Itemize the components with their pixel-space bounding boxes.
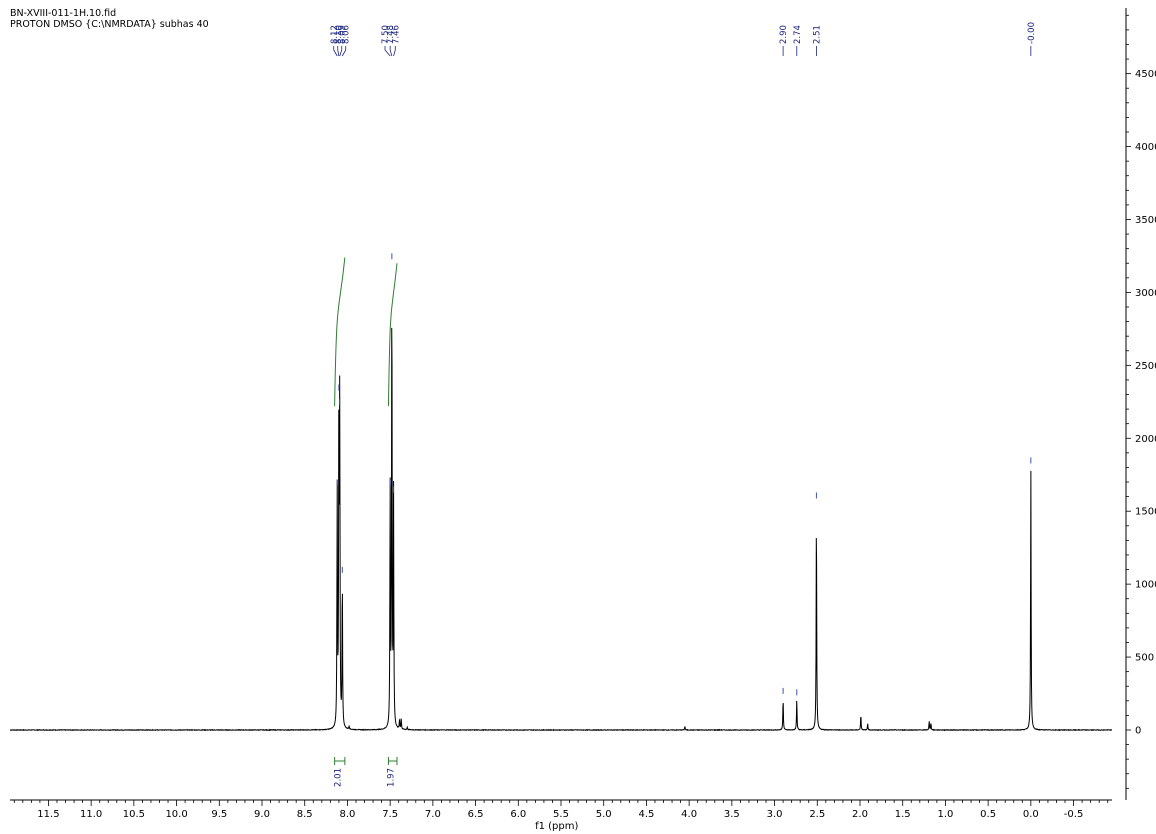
peak-label-leader: [389, 46, 393, 57]
x-tick-label: 6.0: [510, 809, 526, 820]
peak-label: 7.46: [391, 25, 401, 44]
x-tick-label: 0.5: [980, 809, 996, 820]
peak-label: 2.51: [812, 25, 822, 44]
x-tick-label: 0.0: [1023, 809, 1039, 820]
integral-curve: [334, 257, 346, 407]
peak-label-leader: [339, 46, 343, 57]
peak-label-leader: [337, 46, 340, 57]
experiment-info: PROTON DMSO {C:\NMRDATA} subhas 40: [10, 19, 209, 30]
peak-label: 8.06: [342, 25, 352, 44]
peak-label: 7.50: [381, 25, 391, 44]
y-tick-label: 1500: [1135, 507, 1156, 518]
x-tick-label: 11.5: [37, 809, 59, 820]
file-name: BN-XVIII-011-1H.10.fid: [10, 8, 117, 19]
peak-label: 8.10: [334, 25, 344, 44]
x-tick-label: 5.5: [553, 809, 569, 820]
x-tick-label: 7.0: [425, 809, 441, 820]
x-tick-label: 3.0: [767, 809, 783, 820]
x-tick-label: 9.0: [254, 809, 270, 820]
x-tick-label: 10.5: [123, 809, 145, 820]
peak-label-leader: [341, 46, 347, 57]
peak-label-leader: [384, 46, 391, 57]
y-tick-label: 4500: [1135, 69, 1156, 80]
y-tick-label: 500: [1135, 653, 1154, 664]
y-axis: 0 500 1000 1500 2000 2500 3000 3500 4000 4500: [1125, 8, 1156, 800]
y-tick-label: 3500: [1135, 215, 1156, 226]
peak-label: -0.00: [1027, 22, 1037, 44]
x-tick-label: 4.5: [638, 809, 654, 820]
x-tick-label: 5.0: [596, 809, 612, 820]
integration-layer: 2.01 1.97: [334, 257, 398, 787]
x-tick-label: -0.5: [1064, 809, 1084, 820]
spectrum-header: BN-XVIII-011-1H.10.fid PROTON DMSO {C:\N…: [10, 8, 209, 30]
y-tick-label: 1000: [1135, 580, 1156, 591]
x-tick-label: 10.0: [165, 809, 187, 820]
y-tick-label: 3000: [1135, 288, 1156, 299]
spectrum-trace: [9, 327, 1113, 732]
x-tick-label: 1.0: [937, 809, 953, 820]
integral-curve: [387, 263, 398, 407]
x-tick-label: 7.5: [382, 809, 398, 820]
x-tick-label: 2.5: [809, 809, 825, 820]
peak-label: 2.74: [793, 25, 803, 44]
peak-label: 8.09: [338, 25, 348, 44]
peak-label: 2.90: [779, 25, 789, 44]
peak-label-leader: [393, 46, 396, 57]
x-tick-label: 1.5: [895, 809, 911, 820]
x-tick-label: 8.0: [339, 809, 355, 820]
y-tick-label: 2500: [1135, 361, 1156, 372]
peak-label-leader: [333, 46, 338, 57]
x-tick-label: 2.0: [852, 809, 868, 820]
x-tick-label: 9.5: [211, 809, 227, 820]
x-tick-label: 6.5: [468, 809, 484, 820]
peak-label-layer: 8.128.108.098.06 7.507.487.46 2.90 2.74 2.51…: [330, 22, 1037, 696]
x-tick-label: 4.0: [681, 809, 697, 820]
y-tick-label: 0: [1135, 725, 1141, 736]
integral-value: 1.97: [387, 768, 397, 787]
peak-label: 7.48: [386, 25, 396, 44]
x-tick-label: 11.0: [80, 809, 102, 820]
x-axis: 11.5 11.0 10.5 10.0 9.5 9.0 8.5 8.0 7.5 7.0 6.5 6.0…: [10, 799, 1112, 832]
x-tick-label: 8.5: [297, 809, 313, 820]
integral-value: 2.01: [334, 768, 344, 787]
y-tick-label: 4000: [1135, 142, 1156, 153]
y-tick-label: 2000: [1135, 434, 1156, 445]
spectrum-layer: [9, 327, 1113, 732]
peak-label: 8.12: [330, 25, 340, 44]
x-axis-label: f1 (ppm): [535, 821, 578, 832]
x-tick-label: 3.5: [724, 809, 740, 820]
